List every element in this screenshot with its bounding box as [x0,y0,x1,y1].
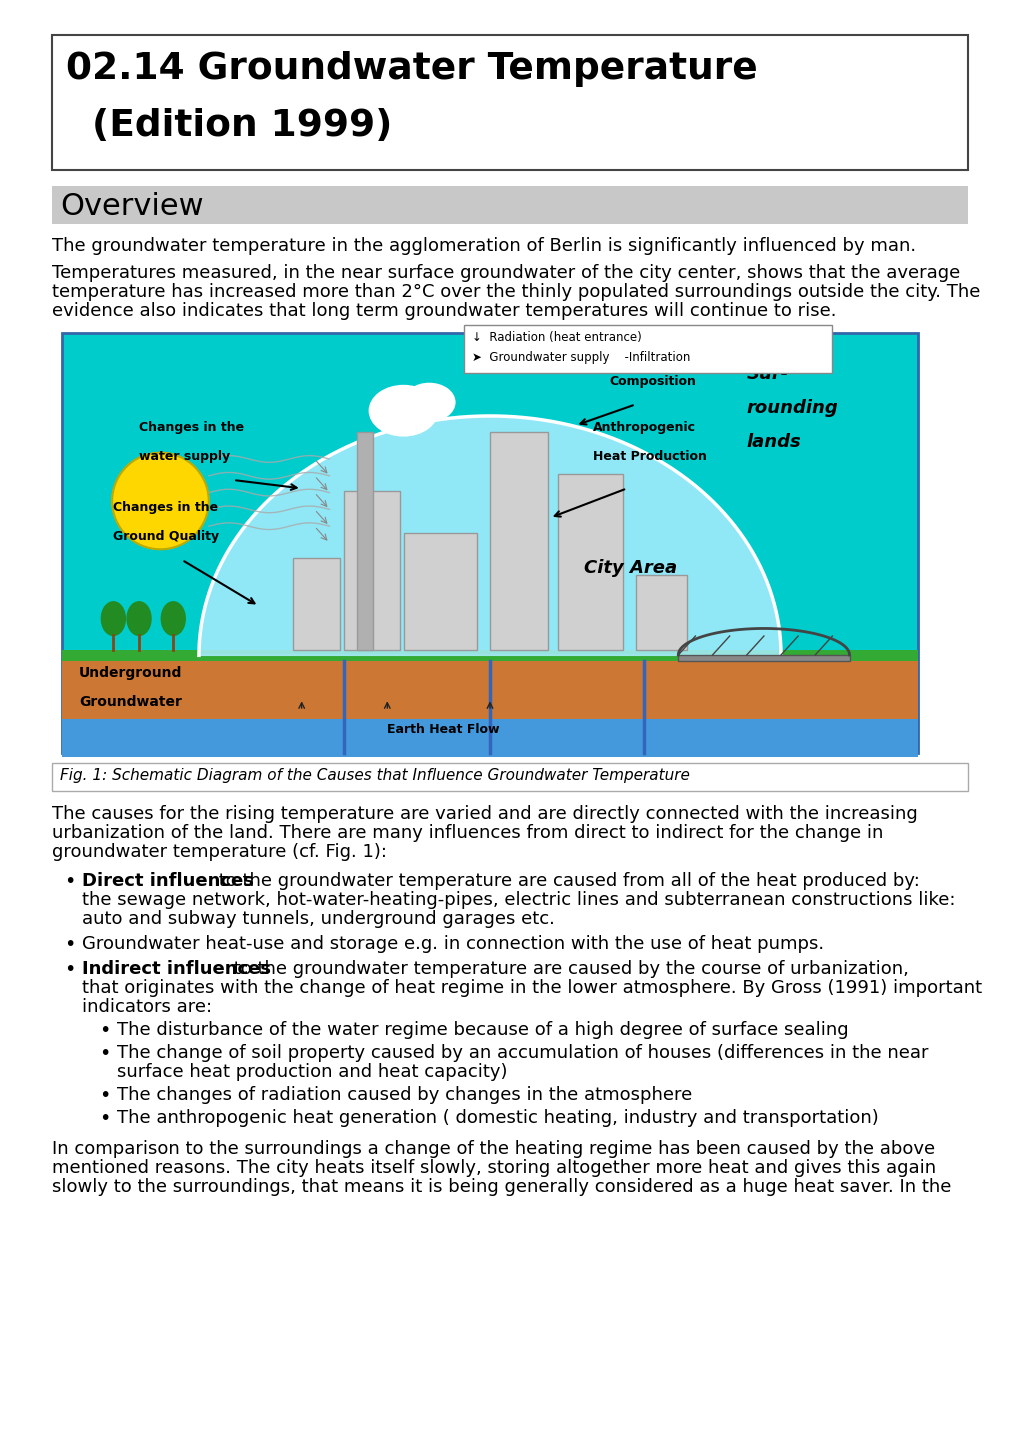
Text: Underground: Underground [79,665,182,680]
Text: The change of soil property caused by an accumulation of houses (differences in : The change of soil property caused by an… [117,1043,927,1062]
Text: Indirect influences: Indirect influences [82,960,271,978]
Text: ↓  Radiation (heat entrance): ↓ Radiation (heat entrance) [472,330,641,343]
Text: Groundwater: Groundwater [79,696,181,709]
Text: Direct influences: Direct influences [82,872,254,890]
Text: Temperatures measured, in the near surface groundwater of the city center, shows: Temperatures measured, in the near surfa… [52,264,959,281]
FancyBboxPatch shape [62,661,917,720]
Text: rounding: rounding [746,400,838,417]
Text: Changes in the: Changes in the [139,421,244,434]
Text: Fig. 1: Schematic Diagram of the Causes that Influence Groundwater Temperature: Fig. 1: Schematic Diagram of the Causes … [60,768,689,784]
FancyBboxPatch shape [52,763,967,791]
FancyBboxPatch shape [464,325,832,374]
Text: ➤  Groundwater supply    -Infiltration: ➤ Groundwater supply -Infiltration [472,351,690,364]
Text: (Edition 1999): (Edition 1999) [66,108,392,144]
Text: •: • [99,1043,110,1063]
Text: temperature has increased more than 2°C over the thinly populated surroundings o: temperature has increased more than 2°C … [52,283,979,302]
Text: urbanization of the land. There are many influences from direct to indirect for : urbanization of the land. There are many… [52,824,882,843]
Text: Composition: Composition [609,375,696,388]
Text: Anthropogenic: Anthropogenic [592,421,695,434]
FancyBboxPatch shape [678,655,849,661]
Text: auto and subway tunnels, underground garages etc.: auto and subway tunnels, underground gar… [82,911,554,928]
Circle shape [112,453,209,550]
Text: to the groundwater temperature are caused by the course of urbanization,: to the groundwater temperature are cause… [228,960,908,978]
FancyBboxPatch shape [635,574,686,651]
Text: Overview: Overview [60,192,204,221]
Text: Heat Production: Heat Production [592,450,706,463]
Text: •: • [64,872,75,890]
FancyBboxPatch shape [292,557,340,651]
FancyBboxPatch shape [357,431,372,651]
FancyBboxPatch shape [52,35,967,170]
Text: The disturbance of the water regime because of a high degree of surface sealing: The disturbance of the water regime beca… [117,1022,848,1039]
Text: to the groundwater temperature are caused from all of the heat produced by:: to the groundwater temperature are cause… [213,872,919,890]
Text: In comparison to the surroundings a change of the heating regime has been caused: In comparison to the surroundings a chan… [52,1140,934,1157]
Text: Changes in the Air: Changes in the Air [609,345,739,358]
FancyBboxPatch shape [344,491,399,651]
Text: slowly to the surroundings, that means it is being generally considered as a hug: slowly to the surroundings, that means i… [52,1177,951,1196]
Text: Sur-: Sur- [746,365,789,384]
Text: Groundwater heat-use and storage e.g. in connection with the use of heat pumps.: Groundwater heat-use and storage e.g. in… [82,935,823,952]
Ellipse shape [369,385,437,436]
Text: •: • [99,1022,110,1040]
Text: Earth Heat Flow: Earth Heat Flow [387,723,499,736]
Text: •: • [64,960,75,978]
FancyBboxPatch shape [62,720,917,758]
Text: Changes in the: Changes in the [113,501,218,514]
Text: surface heat production and heat capacity): surface heat production and heat capacit… [117,1063,507,1081]
Ellipse shape [101,602,125,635]
Text: mentioned reasons. The city heats itself slowly, storing altogether more heat an: mentioned reasons. The city heats itself… [52,1159,935,1177]
Text: groundwater temperature (cf. Fig. 1):: groundwater temperature (cf. Fig. 1): [52,843,386,861]
Text: The causes for the rising temperature are varied and are directly connected with: The causes for the rising temperature ar… [52,805,917,823]
Ellipse shape [161,602,185,635]
Text: •: • [64,935,75,954]
Text: •: • [99,1087,110,1105]
Text: lands: lands [746,433,801,450]
Text: the sewage network, hot-water-heating-pipes, electric lines and subterranean con: the sewage network, hot-water-heating-pi… [82,890,955,909]
FancyBboxPatch shape [62,651,917,661]
FancyBboxPatch shape [52,186,967,224]
FancyBboxPatch shape [404,532,477,651]
Text: water supply: water supply [139,450,230,463]
Text: The groundwater temperature in the agglomeration of Berlin is significantly infl: The groundwater temperature in the agglo… [52,237,915,255]
FancyBboxPatch shape [558,473,622,651]
FancyBboxPatch shape [62,333,917,753]
Text: 02.14 Groundwater Temperature: 02.14 Groundwater Temperature [66,51,757,87]
Polygon shape [199,416,781,655]
Text: The anthropogenic heat generation ( domestic heating, industry and transportatio: The anthropogenic heat generation ( dome… [117,1110,878,1127]
Text: Ground Quality: Ground Quality [113,530,219,543]
Text: indicators are:: indicators are: [82,999,212,1016]
FancyBboxPatch shape [489,431,547,651]
Text: that originates with the change of heat regime in the lower atmosphere. By Gross: that originates with the change of heat … [82,978,981,997]
Text: evidence also indicates that long term groundwater temperatures will continue to: evidence also indicates that long term g… [52,302,836,320]
Ellipse shape [127,602,151,635]
Text: •: • [99,1110,110,1128]
Text: City Area: City Area [584,558,677,577]
Text: The changes of radiation caused by changes in the atmosphere: The changes of radiation caused by chang… [117,1087,692,1104]
Ellipse shape [404,384,454,421]
